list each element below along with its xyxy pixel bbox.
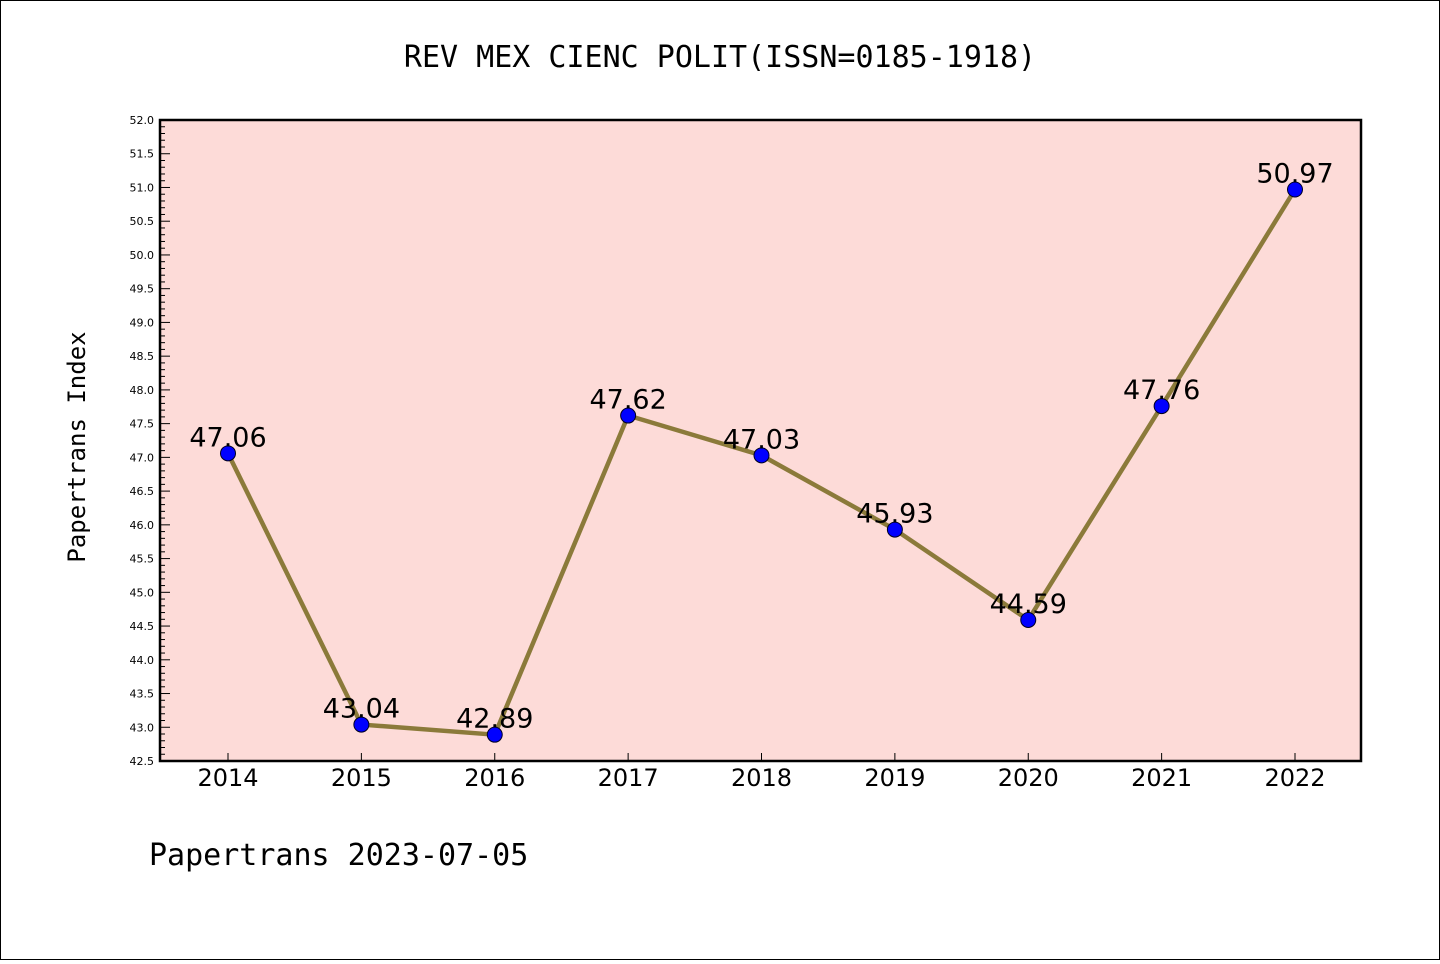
plot-area (158, 118, 1363, 763)
data-label: 42.89 (456, 704, 533, 735)
data-point-marker (1153, 398, 1170, 415)
x-tick-label: 2019 (864, 764, 925, 792)
y-tick-label: 52.0 (130, 114, 155, 127)
data-label: 47.62 (589, 385, 666, 416)
y-tick-label: 46.0 (130, 519, 155, 532)
x-tick-label: 2017 (598, 764, 659, 792)
data-point-marker (1020, 611, 1037, 628)
y-tick-label: 47.5 (130, 418, 155, 431)
data-point-marker (1287, 181, 1303, 198)
x-tick-label: 2018 (731, 764, 792, 792)
y-tick-label: 43.5 (130, 688, 155, 701)
data-point-marker (886, 521, 903, 538)
y-tick-label: 43.0 (130, 721, 155, 734)
x-tick-label: 2021 (1131, 764, 1192, 792)
y-tick-label: 50.0 (130, 249, 155, 262)
y-tick-label: 49.5 (130, 283, 155, 296)
x-tick-label: 2020 (998, 764, 1059, 792)
data-point-marker (753, 447, 770, 464)
data-label: 43.04 (323, 694, 400, 725)
y-tick-label: 42.5 (130, 755, 155, 768)
footer-credit: Papertrans 2023-07-05 (149, 838, 528, 873)
y-tick-label: 51.5 (130, 148, 155, 161)
data-label: 50.97 (1256, 158, 1333, 189)
y-tick-label: 45.5 (130, 553, 155, 566)
y-tick-label: 44.5 (130, 620, 155, 633)
y-axis-label: Papertrans Index (63, 331, 91, 562)
data-label: 47.06 (189, 422, 266, 453)
data-label: 45.93 (856, 499, 933, 530)
y-tick-label: 51.0 (130, 181, 155, 194)
x-tick-label: 2014 (197, 764, 258, 792)
y-tick-label: 50.5 (130, 215, 155, 228)
chart-title: REV MEX CIENC POLIT(ISSN=0185-1918) (404, 40, 1036, 75)
y-tick-label: 46.5 (130, 485, 155, 498)
x-tick-label: 2022 (1264, 764, 1325, 792)
y-tick-label: 49.0 (130, 316, 155, 329)
data-label: 47.76 (1123, 375, 1200, 406)
x-axis: 2014 2015 2016 2017 2018 2019 2020 2021 2022 (197, 753, 1326, 792)
y-tick-label: 47.0 (130, 451, 155, 464)
y-tick-label: 48.0 (130, 384, 155, 397)
data-point-marker (353, 716, 370, 733)
x-tick-label: 2016 (464, 764, 525, 792)
data-point-marker (620, 407, 637, 424)
data-label: 47.03 (723, 424, 800, 455)
data-point-marker (486, 726, 503, 743)
data-label: 44.59 (990, 589, 1067, 620)
y-tick-label: 45.0 (130, 586, 155, 599)
data-point-marker (220, 445, 236, 462)
y-tick-label: 44.0 (130, 654, 155, 667)
series-line-group: 47.06 43.04 42.89 47.62 47.03 45.93 44.59 47.76… (189, 158, 1334, 743)
y-axis: 42.5 43.0 43.5 44.0 44.5 45.0 45.5 46.0 46.5 47.0… (130, 114, 170, 768)
x-tick-label: 2015 (331, 764, 392, 792)
y-tick-label: 48.5 (130, 350, 155, 363)
